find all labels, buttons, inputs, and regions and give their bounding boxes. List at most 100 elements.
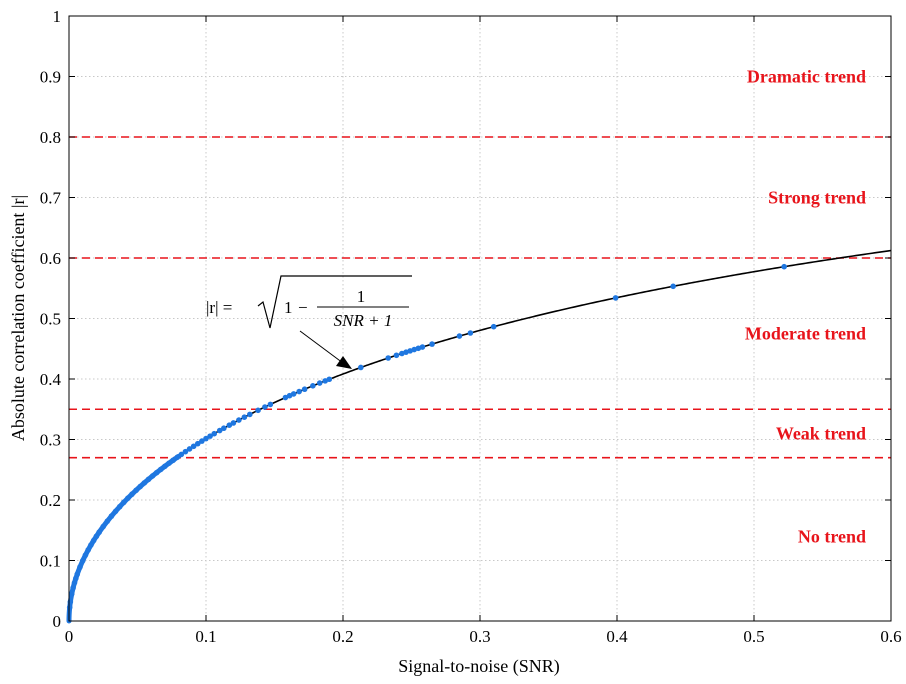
scatter-point	[467, 330, 474, 336]
x-tick-label: 0.3	[469, 627, 490, 646]
scatter-point	[121, 499, 127, 506]
scatter-point	[67, 599, 74, 605]
scatter-point	[174, 454, 181, 461]
scatter-point	[82, 552, 89, 558]
scatter-point	[221, 425, 227, 432]
scatter-point	[236, 417, 242, 423]
formula-denominator: SNR + 1	[334, 311, 393, 330]
y-tick-label: 0.9	[40, 68, 61, 87]
scatter-point	[385, 355, 392, 361]
scatter-point	[490, 323, 497, 330]
scatter-point	[100, 523, 107, 530]
y-tick-label: 0.8	[40, 128, 61, 147]
scatter-point	[358, 364, 364, 371]
y-tick-label: 1	[53, 7, 62, 26]
scatter-point	[133, 487, 139, 494]
scatter-point	[207, 433, 213, 439]
grid-lines	[69, 16, 891, 621]
y-tick-label: 0.5	[40, 310, 61, 329]
scatter-point	[419, 344, 426, 350]
scatter-point	[190, 443, 197, 450]
scatter-point	[194, 440, 201, 447]
formula-annotation: |r| = 1 − 1 SNR + 1	[206, 275, 412, 369]
y-tick-label: 0.4	[40, 370, 62, 389]
y-axis-ticks: 0 0.1 0.2 0.3 0.4 0.5 0.6 0.7 0.8 0.9 1	[40, 7, 891, 631]
scatter-point	[129, 491, 135, 497]
y-tick-label: 0.3	[40, 431, 61, 450]
scatter-point	[77, 564, 83, 570]
scatter-point	[241, 414, 248, 420]
trend-threshold-lines	[69, 136, 891, 459]
scatter-point	[149, 473, 156, 479]
y-tick-label: 0	[53, 612, 62, 631]
annotation-arrow	[299, 330, 348, 367]
y-axis-label: Absolute correlation coefficient |r|	[8, 195, 28, 441]
x-tick-label: 0.6	[880, 627, 901, 646]
trend-label: Dramatic trend	[747, 67, 866, 87]
scatter-point	[104, 518, 111, 524]
y-tick-label: 0.2	[40, 491, 61, 510]
y-tick-label: 0.7	[40, 189, 62, 208]
scatter-point	[316, 380, 323, 386]
scatter-point	[670, 283, 676, 290]
scatter-point	[112, 508, 119, 515]
scatter-point	[137, 483, 144, 490]
scatter-point	[90, 537, 97, 544]
scatter-point	[153, 469, 160, 476]
scatter-point	[85, 547, 91, 553]
scatter-point	[310, 383, 316, 389]
scatter-point	[141, 480, 148, 486]
formula-numerator: 1	[357, 287, 366, 306]
scatter-point	[166, 460, 172, 466]
x-axis-label: Signal-to-noise (SNR)	[398, 656, 560, 677]
scatter-point	[116, 503, 123, 510]
scatter-point	[79, 558, 86, 564]
trend-label: Weak trend	[776, 423, 866, 443]
scatter-point	[157, 466, 164, 473]
formula-lhs: |r| =	[206, 298, 232, 317]
scatter-point	[68, 591, 75, 597]
x-tick-label: 0.1	[195, 627, 216, 646]
scatter-point	[186, 446, 193, 452]
formula-radical	[257, 275, 412, 329]
scatter-point	[226, 422, 233, 428]
scatter-point	[262, 404, 268, 410]
scatter-point	[255, 407, 261, 414]
trend-label: Moderate trend	[745, 324, 866, 344]
dense-scatter-band	[66, 453, 182, 624]
trend-label: Strong trend	[768, 188, 866, 208]
scatter-point	[66, 604, 73, 611]
scatter-point	[74, 571, 81, 578]
scatter-point	[290, 391, 297, 397]
trend-labels: Dramatic trend Strong trend Moderate trend…	[745, 67, 866, 547]
scatter-point	[781, 263, 787, 270]
y-tick-label: 0.1	[40, 552, 61, 571]
x-tick-label: 0.2	[332, 627, 353, 646]
scatter-point	[230, 420, 237, 426]
scatter-point	[296, 388, 302, 395]
scatter-point	[71, 580, 78, 586]
formula-minus: −	[298, 298, 308, 317]
trend-label: No trend	[798, 526, 866, 546]
scatter-point	[125, 495, 131, 501]
scatter-point	[211, 430, 218, 437]
scatter-points	[66, 263, 787, 624]
scatter-point	[178, 451, 185, 458]
scatter-point	[267, 401, 274, 408]
scatter-point	[612, 295, 619, 301]
plot-frame	[68, 15, 892, 622]
scatter-point	[393, 352, 400, 359]
x-tick-label: 0.5	[743, 627, 764, 646]
scatter-point	[145, 476, 152, 483]
scatter-point	[247, 411, 253, 418]
scatter-point	[182, 448, 189, 455]
scatter-point	[203, 435, 209, 442]
formula-one: 1	[284, 298, 293, 317]
y-tick-label: 0.6	[40, 249, 61, 268]
scatter-point	[93, 533, 100, 540]
scatter-point	[170, 457, 176, 464]
scatter-point	[96, 529, 102, 536]
scatter-point	[216, 427, 223, 434]
scatter-point	[108, 513, 115, 519]
